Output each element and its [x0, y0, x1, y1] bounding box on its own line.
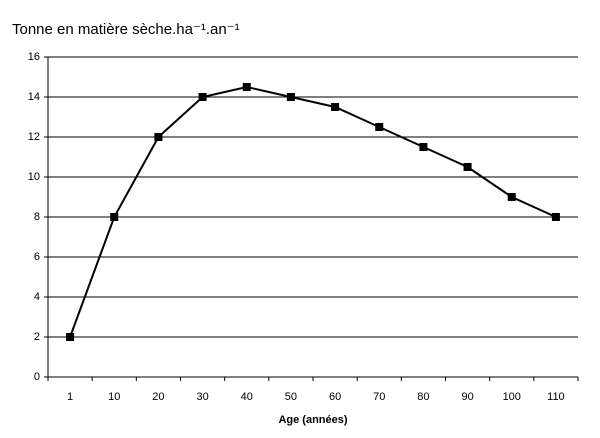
x-tick-label: 100: [503, 391, 521, 403]
marker: [463, 163, 472, 171]
x-tick-label: 110: [547, 391, 565, 403]
marker: [419, 143, 428, 151]
x-tick-label: 50: [285, 391, 297, 403]
x-tick-label: 60: [329, 391, 341, 403]
y-tick-label: 4: [34, 291, 40, 303]
line: [69, 85, 557, 338]
x-tick-label: 70: [373, 391, 385, 403]
y-tick-label: 8: [34, 211, 40, 223]
y-tick-label: 14: [28, 91, 40, 103]
marker: [154, 133, 163, 141]
marker: [198, 93, 207, 101]
marker: [66, 333, 75, 341]
x-tick-label: 1: [67, 391, 73, 403]
chart-title: Tonne en matière sèche.ha⁻¹.an⁻¹: [12, 21, 240, 38]
marker: [110, 213, 119, 221]
y-tick-label: 6: [34, 251, 40, 263]
x-tick-label: 80: [417, 391, 429, 403]
marker: [507, 193, 516, 201]
y-tick-label: 16: [28, 51, 40, 63]
marker: [375, 123, 384, 131]
marker: [551, 213, 560, 221]
x-tick-label: 10: [108, 391, 120, 403]
x-tick-label: 40: [241, 391, 253, 403]
x-tick-label: 20: [152, 391, 164, 403]
y-tick-label: 2: [34, 331, 40, 343]
y-tick-label: 12: [28, 131, 40, 143]
x-tick-label: 90: [461, 391, 473, 403]
y-tick-label: 10: [28, 171, 40, 183]
marker: [286, 93, 295, 101]
y-tick-label: 0: [34, 371, 40, 383]
marker: [242, 83, 251, 91]
x-axis-label: Age (années): [278, 414, 347, 426]
x-tick-label: 30: [196, 391, 208, 403]
marker: [331, 103, 340, 111]
